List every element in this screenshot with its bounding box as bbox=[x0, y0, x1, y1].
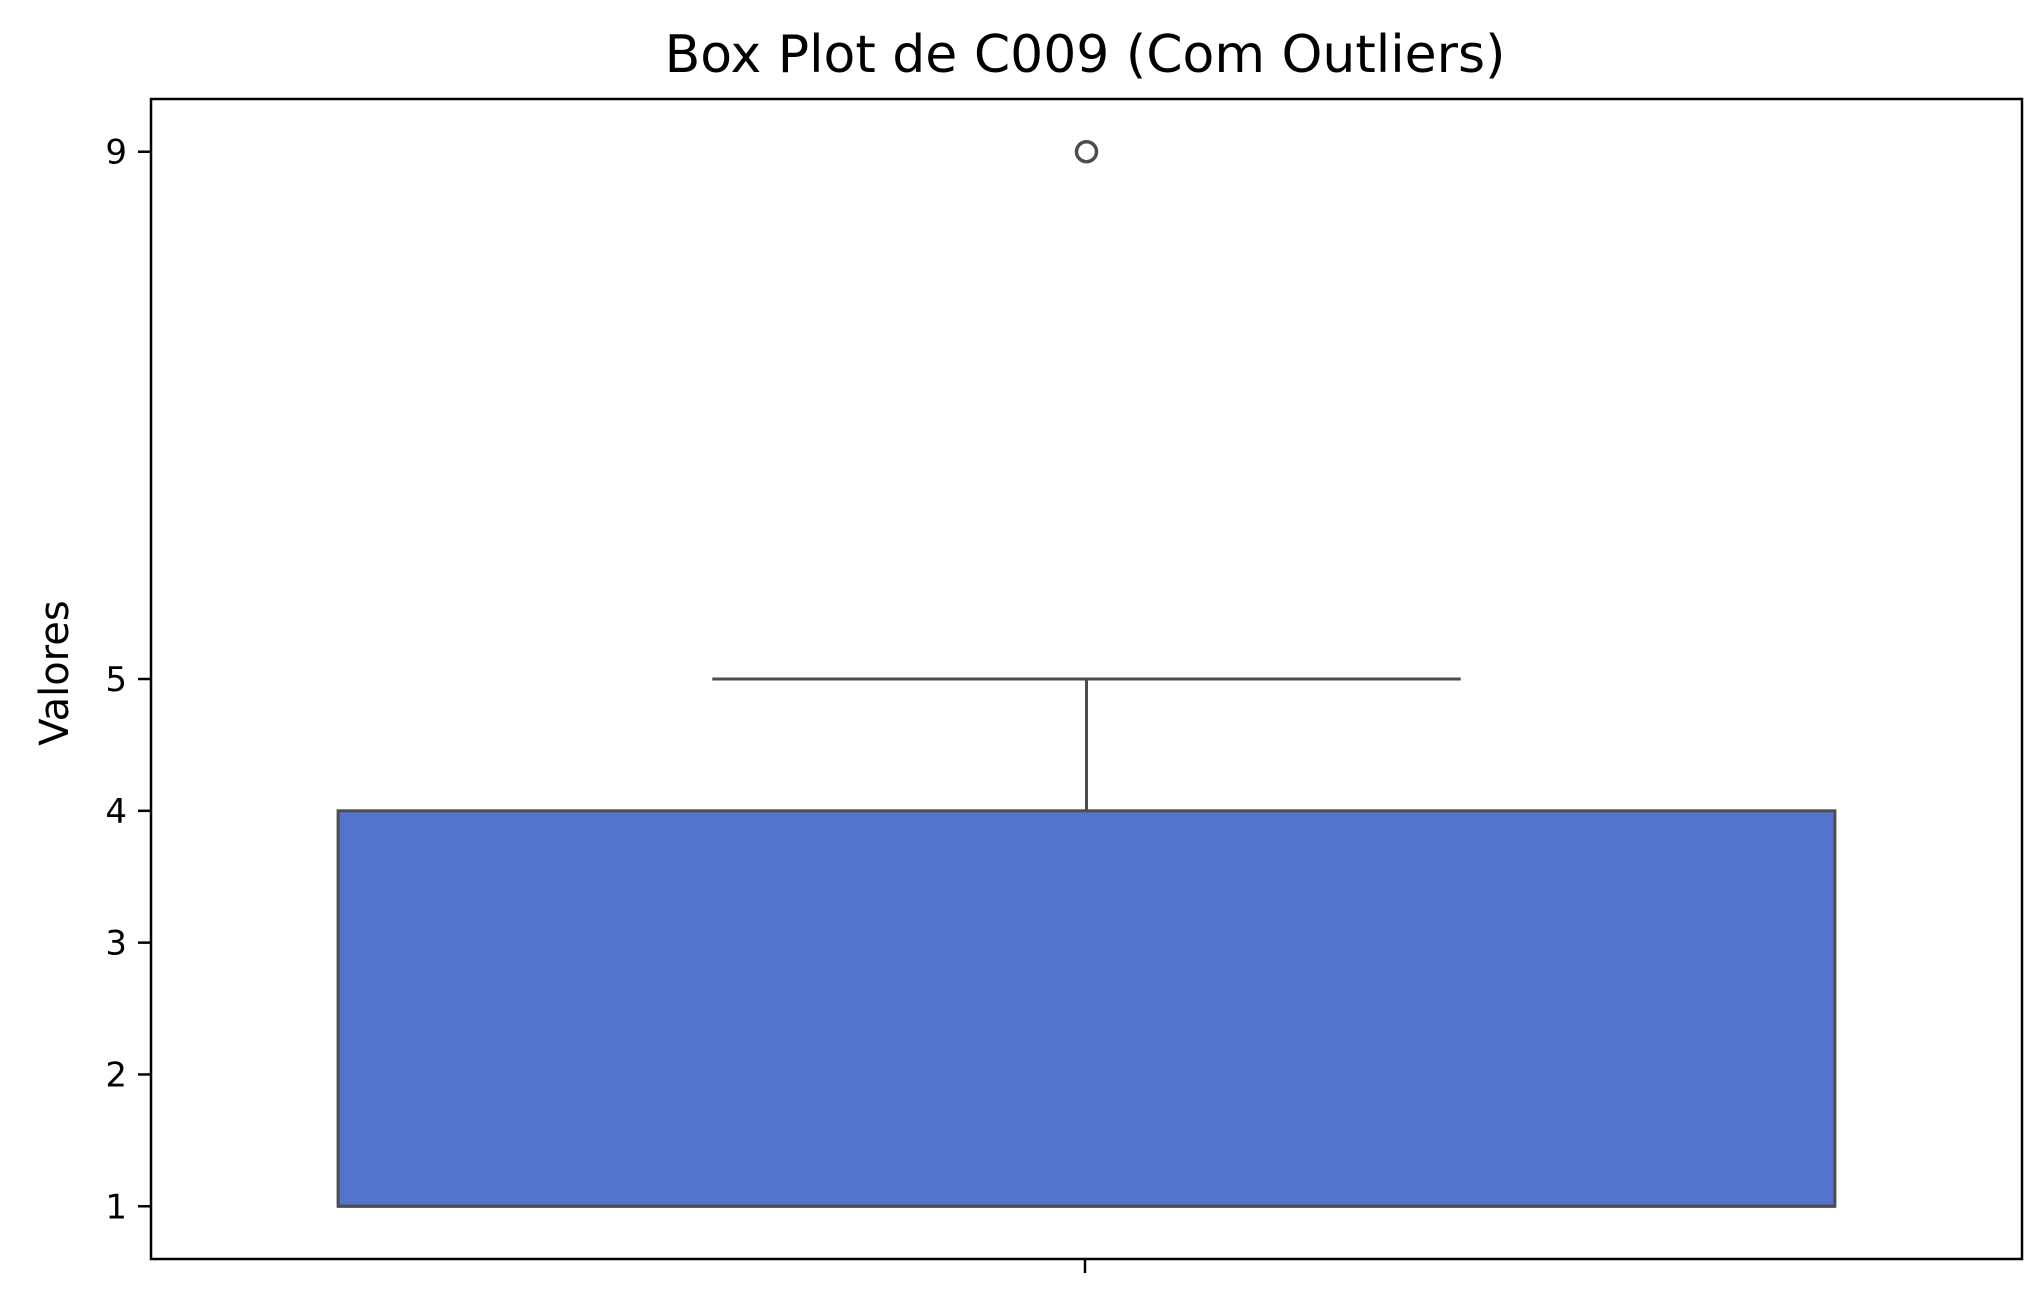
interquartile-box bbox=[336, 809, 1837, 1208]
y-tick-label: 2 bbox=[105, 1055, 127, 1095]
y-tick-label: 4 bbox=[105, 792, 127, 832]
chart-title: Box Plot de C009 (Com Outliers) bbox=[665, 25, 1506, 85]
plot-marks bbox=[336, 139, 1837, 1208]
y-tick-label: 3 bbox=[105, 924, 127, 964]
y-tick-label: 1 bbox=[105, 1187, 127, 1227]
y-axis-ticks: 1 2 3 4 5 9 bbox=[105, 133, 151, 1227]
y-tick-label: 9 bbox=[105, 133, 127, 173]
outlier-point bbox=[1074, 139, 1099, 164]
plot-area-frame bbox=[149, 97, 2024, 1261]
y-axis-label: Valores bbox=[32, 600, 78, 745]
y-tick-label: 5 bbox=[105, 660, 127, 700]
